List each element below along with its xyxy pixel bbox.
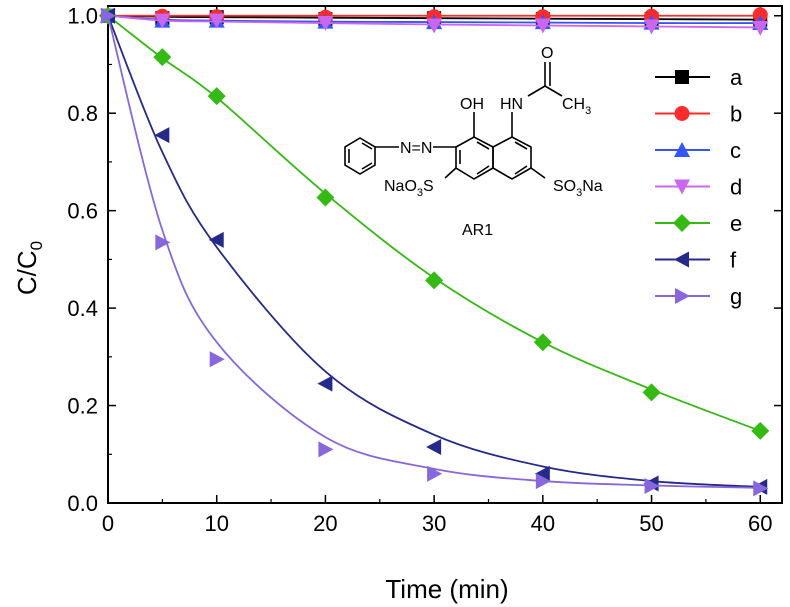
point-e-4 [425, 271, 444, 290]
legend-marker-g [675, 288, 690, 304]
point-g-6 [644, 477, 660, 494]
point-f-1 [154, 127, 170, 144]
point-f-2 [208, 231, 224, 248]
phenyl-double-bond-3 [361, 162, 373, 170]
point-g-4 [427, 465, 443, 482]
point-b-7 [752, 7, 768, 23]
point-f-4 [426, 438, 442, 455]
point-d-6 [643, 19, 660, 35]
legend-marker-d [674, 179, 690, 195]
naphthalene-double-bond-5 [476, 165, 490, 175]
y-tick-label-3: 0.6 [67, 199, 98, 224]
legend-label-f: f [730, 248, 737, 273]
point-d-3 [317, 16, 334, 32]
point-f-5 [534, 465, 550, 482]
point-d-4 [426, 18, 443, 34]
point-e-6 [642, 383, 661, 402]
y-tick-label-4: 0.8 [67, 101, 98, 126]
y-axis-title-main: C/C [12, 250, 42, 295]
legend-label-a: a [730, 65, 743, 90]
struct-ch3: CH3 [562, 96, 591, 117]
legend-label-d: d [730, 175, 742, 200]
ar1-structure [344, 62, 563, 180]
y-tick-label-0: 0.0 [67, 491, 98, 516]
point-e-3 [316, 188, 335, 207]
y-axis-title: C/C0 [12, 241, 46, 295]
point-g-0 [101, 7, 116, 24]
legend-label-c: c [730, 138, 741, 163]
point-d-5 [534, 18, 551, 34]
bond-n-carbonyl [527, 85, 546, 97]
x-tick-label-2: 20 [313, 511, 337, 536]
phenyl-double-bond-2 [361, 142, 373, 150]
point-g-2 [209, 351, 225, 368]
point-e-2 [207, 87, 226, 106]
struct-o: O [541, 45, 553, 62]
bond-so3na-left [444, 167, 457, 179]
x-axis-title: Time (min) [385, 574, 508, 604]
x-tick-label-6: 60 [748, 511, 772, 536]
legend-marker-e [673, 214, 691, 232]
struct-nao3s: NaO3S [384, 178, 434, 199]
struct-so3na: SO3Na [553, 178, 603, 199]
point-e-7 [751, 421, 770, 440]
point-g-1 [155, 234, 171, 251]
plot-area: 0 10 20 30 40 50 60 0.0 0.2 0.4 0.6 0.8 1.0 [67, 4, 783, 536]
y-tick-label-2: 0.4 [67, 296, 98, 321]
point-f-3 [317, 375, 333, 392]
x-tick-label-0: 0 [102, 511, 114, 536]
bond-so3na-right [530, 167, 546, 179]
struct-so3na-tail: Na [582, 178, 603, 195]
naphthalene-double-bond-2 [476, 141, 490, 150]
point-g-7 [753, 480, 769, 497]
x-tick-label-1: 10 [204, 511, 228, 536]
struct-oh: OH [460, 96, 484, 113]
struct-nao3s-main: NaO [384, 178, 417, 195]
x-tick-label-4: 40 [531, 511, 555, 536]
y-axis-title-sub: 0 [27, 241, 46, 250]
struct-azo: N=N [400, 140, 432, 157]
legend-marker-c [674, 142, 690, 157]
struct-hn: HN [500, 96, 523, 113]
legend-marker-f [674, 251, 689, 268]
ar1-structure-labels: OH HN O CH3 N=N NaO3S SO3Na AR1 [384, 45, 603, 239]
y-tick-label-1: 0.2 [67, 394, 98, 419]
legend-marker-b [674, 106, 690, 121]
naphthalene-double-bond-3 [514, 141, 528, 150]
x-tick-label-5: 50 [639, 511, 663, 536]
bond-carbonyl-methyl [544, 85, 563, 97]
naphthalene-left-ring [455, 136, 494, 180]
point-d-7 [752, 20, 769, 36]
struct-ch3-main: CH [562, 96, 585, 113]
struct-nao3s-sub: 3 [417, 187, 423, 199]
legend-marker-a [675, 70, 689, 84]
point-d-2 [208, 13, 225, 29]
naphthalene-double-bond-4 [514, 165, 528, 175]
struct-so3na-sub: 3 [576, 187, 582, 199]
y-tick-label-5: 1.0 [67, 4, 98, 29]
point-e-1 [153, 48, 172, 67]
x-tick-label-3: 30 [422, 511, 446, 536]
point-g-5 [535, 473, 551, 490]
point-e-5 [533, 333, 552, 352]
legend-label-e: e [730, 211, 742, 236]
plot-frame [107, 5, 783, 504]
legend-label-g: g [730, 284, 742, 309]
point-g-3 [318, 441, 334, 458]
struct-nao3s-tail: S [423, 178, 434, 195]
point-d-1 [154, 13, 171, 29]
series-line-g [107, 15, 761, 489]
struct-ch3-sub: 3 [585, 105, 591, 117]
struct-so3na-main: SO [553, 178, 576, 195]
naphthalene-right-ring [492, 136, 532, 180]
series-line-f [107, 15, 761, 488]
series-line-e [107, 15, 761, 432]
legend-label-b: b [730, 102, 742, 127]
struct-label: AR1 [462, 222, 493, 239]
